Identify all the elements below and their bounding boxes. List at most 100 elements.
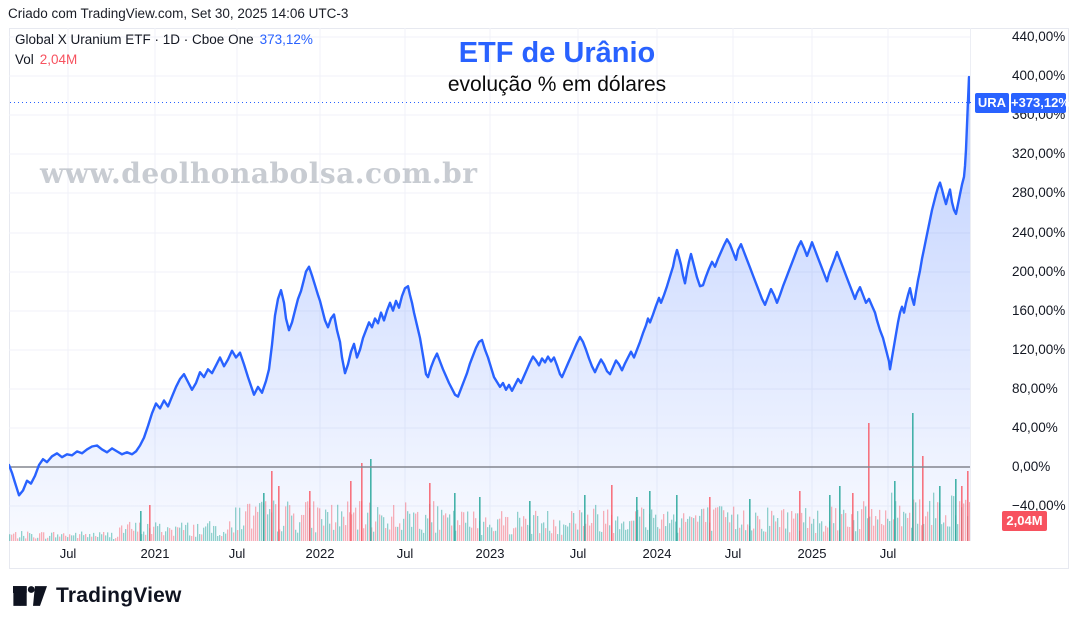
price-scale-axis[interactable]: 440,00% 400,00% 360,00% 320,00% 280,00% 240,0… [970,28,1069,541]
volume-bar [697,521,699,541]
chart-legend[interactable]: Global X Uranium ETF · 1D · Cboe One 373,… [15,30,313,70]
volume-bar [501,511,503,541]
legend-symbol-row[interactable]: Global X Uranium ETF · 1D · Cboe One 373,… [15,30,313,50]
volume-bar [579,510,581,541]
volume-bar [69,534,71,541]
volume-bar [319,508,321,541]
volume-bar [345,525,347,541]
volume-bar [421,529,423,541]
volume-bar [23,535,25,541]
volume-bar [441,509,443,541]
volume-bar [493,531,495,541]
volume-bar [885,510,887,541]
y-axis-label: 120,00% [1012,342,1066,357]
tradingview-logo[interactable]: TradingView [13,584,182,608]
volume-spike-bar [709,497,711,541]
volume-bar [321,519,323,541]
volume-bar [235,507,237,541]
volume-bar [433,501,435,541]
volume-bar [109,537,111,541]
volume-bar [905,513,907,541]
volume-bar [555,526,557,541]
volume-bar [655,514,657,541]
volume-bar [515,527,517,541]
volume-spike-bar [429,483,431,541]
volume-bar [561,534,563,541]
volume-bar [401,529,403,541]
volume-bar [639,516,641,541]
volume-bar [107,532,109,541]
volume-bar [87,537,89,541]
volume-bar [725,517,727,541]
volume-bar [93,532,95,541]
x-axis-label: Jul [228,546,246,561]
volume-bar [303,514,305,541]
volume-bar [803,522,805,541]
volume-spike-bar [479,497,481,541]
volume-bar [761,528,763,541]
volume-bar [471,527,473,541]
volume-bar [419,528,421,541]
volume-bar [343,516,345,541]
volume-bar [49,535,51,541]
x-axis-label: 2021 [140,546,170,561]
volume-bar [297,532,299,541]
x-axis-label: Jul [724,546,742,561]
volume-bar [339,526,341,541]
volume-bar [127,524,129,541]
volume-bar [877,519,879,541]
volume-bar [241,529,243,541]
volume-spike-bar [278,486,280,541]
volume-bar [635,511,637,541]
volume-bar [913,499,915,541]
volume-spike-bar [309,491,311,541]
volume-bar [591,522,593,541]
volume-bar [625,529,627,541]
volume-bar [841,514,843,541]
volume-bar [585,523,587,541]
volume-bar [295,529,297,541]
y-axis-label: 80,00% [1012,381,1058,396]
volume-bar [465,522,467,541]
time-scale-axis[interactable]: Jul 2021 Jul 2022 Jul 2023 Jul 2024 Jul 2025 Jul [9,541,970,568]
volume-bar [621,523,623,541]
volume-spike-bar [961,486,963,541]
volume-bar [135,522,137,541]
volume-bar [273,500,275,541]
volume-bar [581,512,583,541]
site-watermark: www.deolhonabolsa.com.br [40,157,478,190]
volume-bar [589,525,591,541]
volume-bar [691,517,693,541]
chart-title-block: ETF de Urânio evolução % em dólares [402,36,712,98]
volume-bar [163,535,165,541]
volume-bar [513,528,515,541]
volume-bar [307,501,309,541]
volume-bar [883,525,885,541]
volume-bar [487,527,489,541]
volume-bar [335,522,337,541]
volume-bar [27,531,29,541]
volume-bar [365,524,367,541]
volume-bar [869,516,871,541]
volume-bar [215,526,217,541]
volume-bar [55,537,57,541]
volume-bar [363,528,365,541]
legend-volume-row[interactable]: Vol 2,04M [15,50,313,70]
volume-bar [651,509,653,541]
price-chart-canvas[interactable] [9,28,970,541]
volume-bar [657,527,659,541]
volume-bar [825,525,827,541]
volume-bar [443,515,445,541]
volume-bar [475,518,477,541]
volume-bar [853,520,855,541]
volume-bar [683,513,685,541]
volume-bar [919,499,921,541]
volume-bar [801,512,803,541]
volume-spike-bar [271,471,273,541]
price-label-ticker-badge: URA [975,93,1009,113]
volume-bar [819,523,821,541]
volume-bar [767,507,769,541]
volume-bar [139,522,141,541]
volume-bar [191,535,193,541]
x-axis-label: Jul [59,546,77,561]
